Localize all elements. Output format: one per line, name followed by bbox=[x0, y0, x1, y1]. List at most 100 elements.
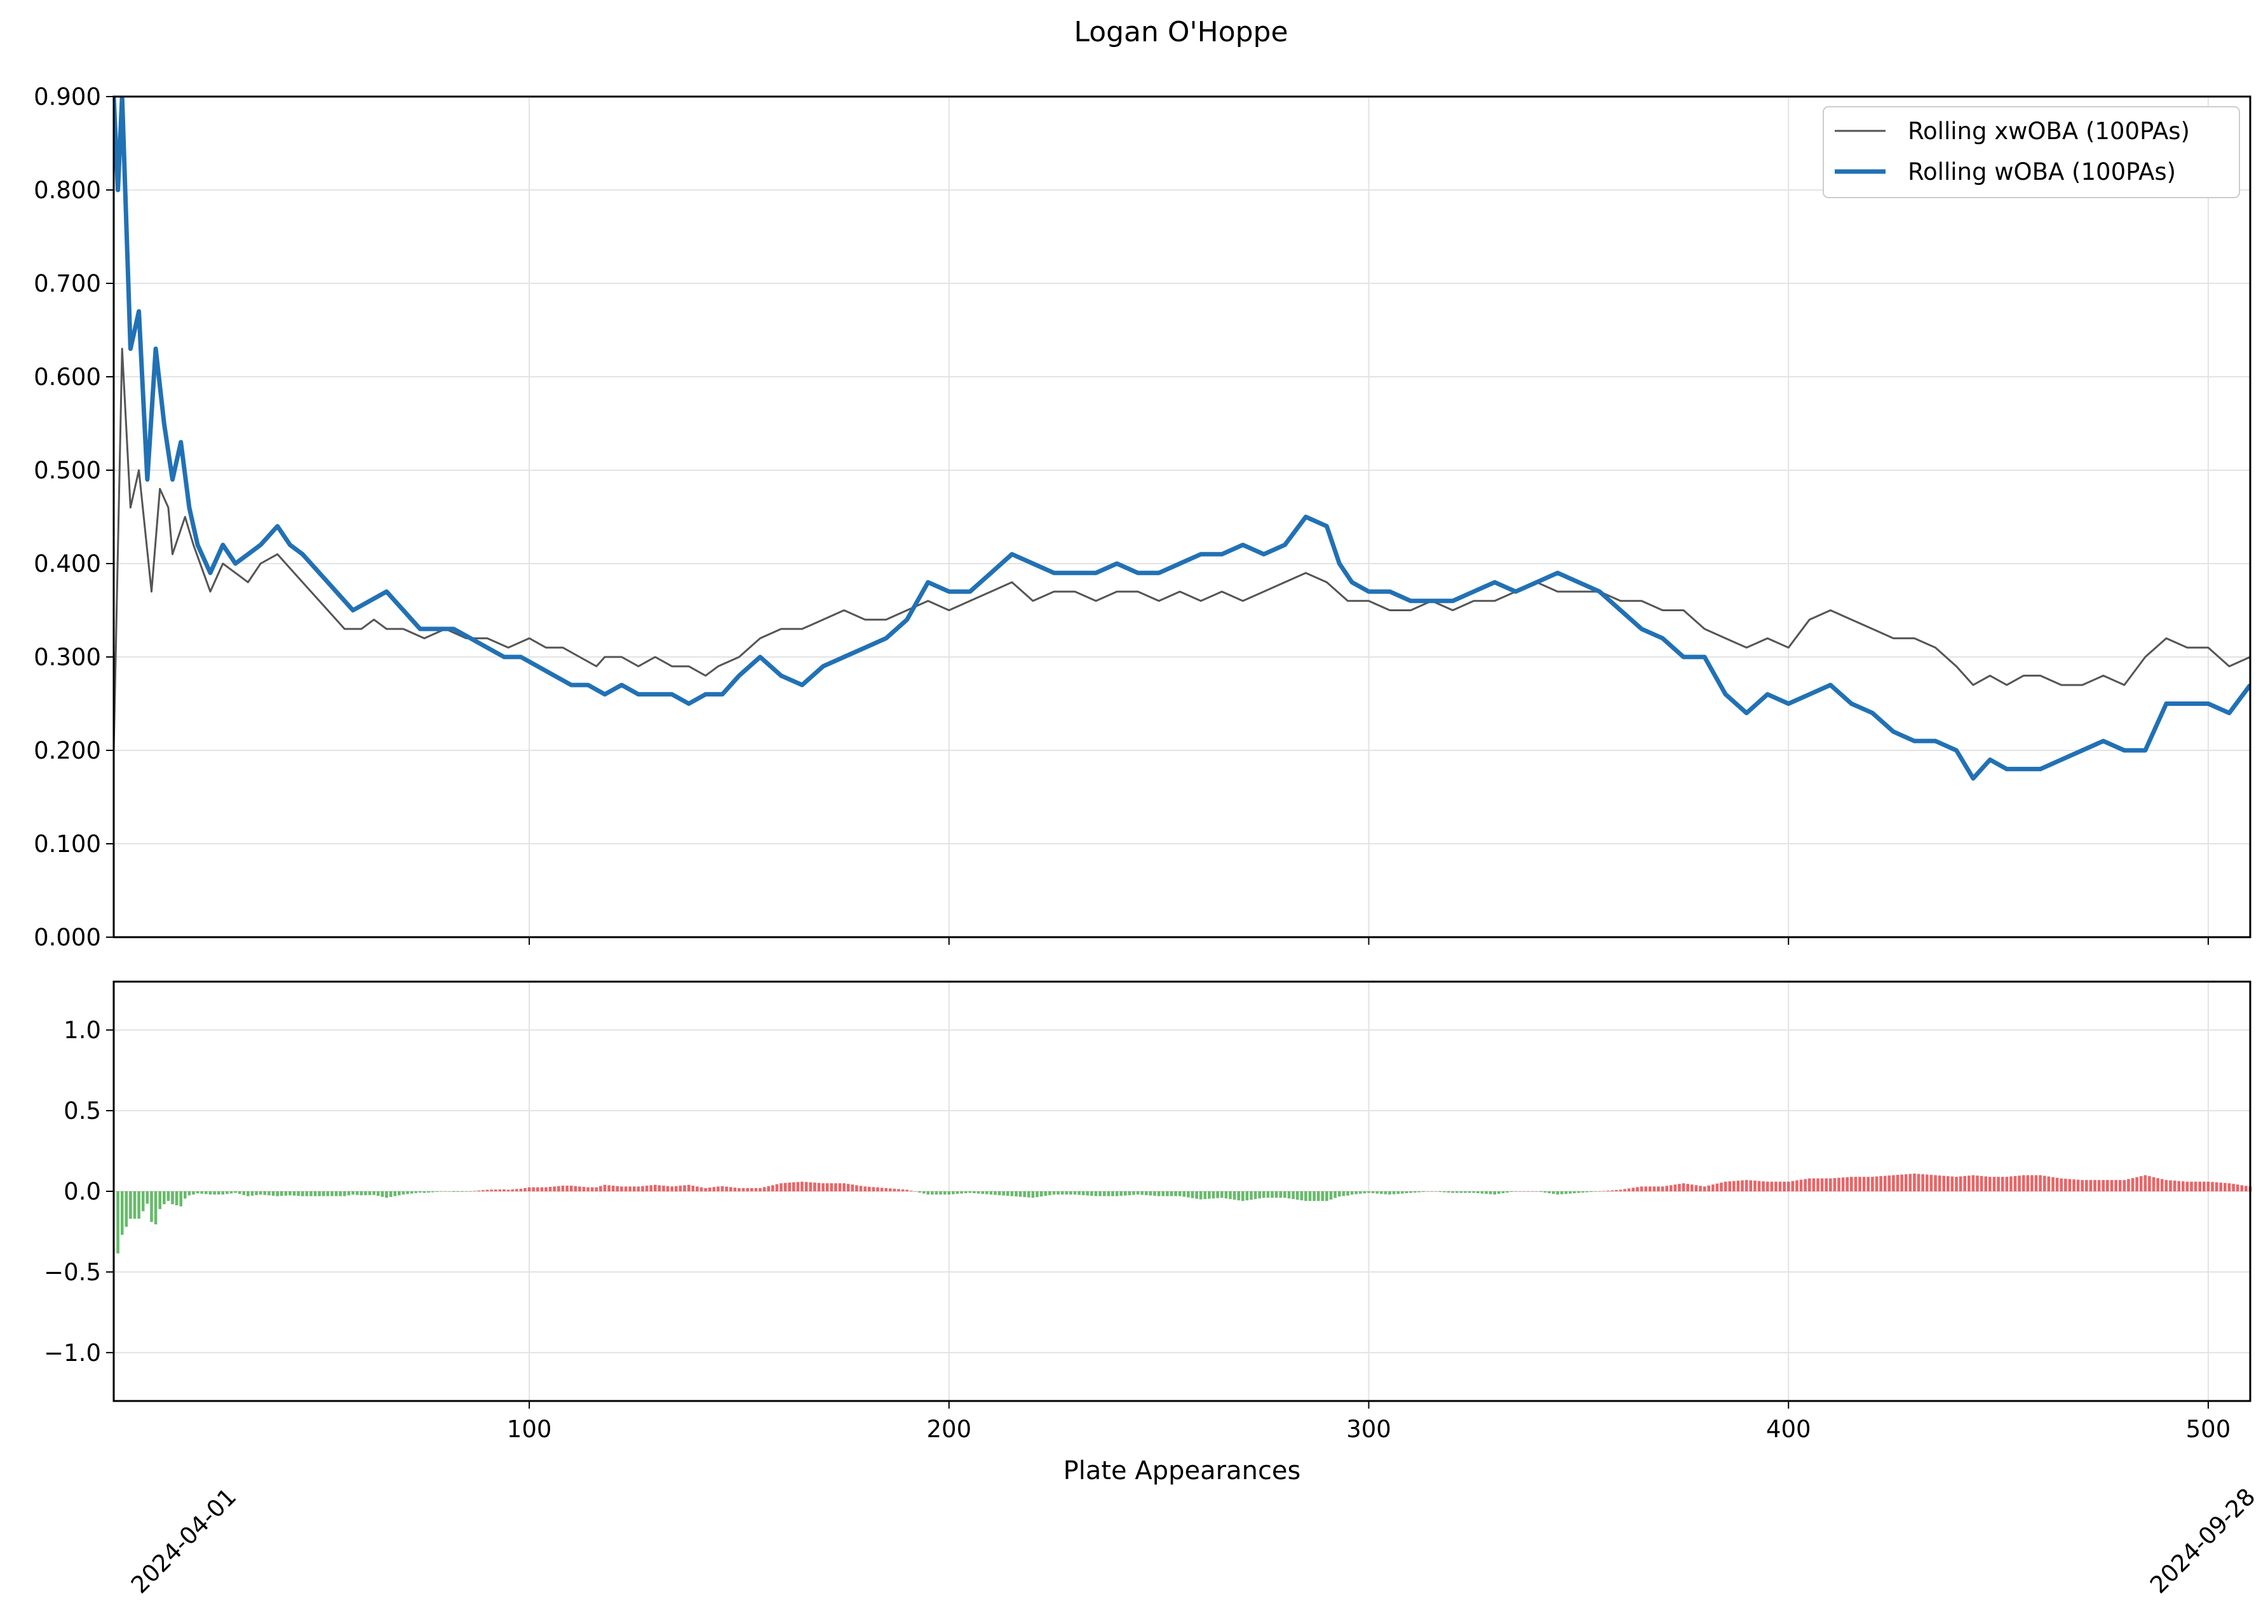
bottom-y-axis: −1.0 −0.5 0.0 0.5 1.0 bbox=[44, 1017, 114, 1367]
difference-bar bbox=[1703, 1186, 1706, 1191]
difference-bar bbox=[1715, 1183, 1719, 1191]
difference-bar bbox=[1468, 1191, 1471, 1193]
difference-bar bbox=[1883, 1175, 1887, 1191]
difference-bar bbox=[1984, 1176, 1988, 1191]
difference-bar bbox=[1938, 1175, 1941, 1191]
difference-bar bbox=[154, 1191, 158, 1224]
difference-bar bbox=[305, 1191, 309, 1196]
difference-bar bbox=[851, 1184, 854, 1191]
difference-bar bbox=[427, 1191, 430, 1193]
difference-bar bbox=[2169, 1180, 2172, 1191]
difference-bar bbox=[2047, 1176, 2051, 1191]
difference-bar bbox=[1006, 1191, 1009, 1196]
difference-bar bbox=[889, 1188, 892, 1191]
difference-bar bbox=[1690, 1184, 1694, 1191]
legend-label-woba: Rolling wOBA (100PAs) bbox=[1908, 158, 2176, 186]
difference-bar bbox=[553, 1186, 557, 1191]
difference-bar bbox=[381, 1191, 384, 1197]
difference-bar bbox=[628, 1186, 632, 1191]
difference-bar bbox=[2182, 1181, 2185, 1191]
difference-bar bbox=[2198, 1181, 2202, 1191]
difference-bar bbox=[141, 1191, 145, 1212]
difference-bar bbox=[2060, 1178, 2063, 1191]
difference-bar bbox=[649, 1185, 653, 1191]
top-y-tick-label: 0.800 bbox=[34, 177, 101, 204]
difference-bar bbox=[376, 1191, 380, 1196]
difference-bar bbox=[1947, 1176, 1950, 1191]
difference-bar bbox=[1837, 1177, 1840, 1191]
difference-bar bbox=[1829, 1178, 1832, 1191]
difference-bar bbox=[2194, 1181, 2197, 1191]
difference-bar bbox=[2185, 1181, 2189, 1191]
difference-bar bbox=[2203, 1181, 2206, 1191]
difference-bar bbox=[1535, 1191, 1539, 1192]
difference-bar bbox=[2005, 1177, 2009, 1191]
difference-bar bbox=[1968, 1175, 1971, 1192]
difference-bar bbox=[1942, 1175, 1946, 1191]
difference-bar bbox=[1636, 1187, 1639, 1191]
difference-bar bbox=[1036, 1191, 1039, 1198]
difference-bar bbox=[385, 1191, 388, 1198]
difference-bar bbox=[1720, 1182, 1723, 1191]
difference-bar bbox=[1564, 1191, 1568, 1194]
difference-bar bbox=[1396, 1191, 1400, 1194]
difference-bar bbox=[1669, 1185, 1673, 1191]
chart-title: Logan O'Hoppe bbox=[1074, 16, 1288, 48]
difference-bar bbox=[1447, 1191, 1450, 1193]
difference-bar bbox=[976, 1191, 980, 1194]
difference-bar bbox=[1031, 1191, 1035, 1198]
difference-bar bbox=[271, 1191, 275, 1196]
difference-bar bbox=[1778, 1181, 1782, 1191]
difference-bar bbox=[2173, 1181, 2177, 1191]
difference-bar bbox=[1300, 1191, 1304, 1201]
difference-bar bbox=[775, 1184, 779, 1191]
difference-bar bbox=[1208, 1191, 1211, 1199]
difference-bar bbox=[1841, 1177, 1845, 1191]
bottom-x-tick-label: 500 bbox=[2186, 1416, 2231, 1443]
difference-bar bbox=[452, 1191, 456, 1192]
difference-bar bbox=[1220, 1191, 1224, 1198]
difference-bar bbox=[1455, 1191, 1459, 1193]
difference-bar bbox=[519, 1188, 523, 1191]
difference-bar bbox=[2076, 1179, 2080, 1191]
difference-bar bbox=[968, 1191, 972, 1193]
difference-bar bbox=[1749, 1180, 1753, 1191]
difference-bar bbox=[229, 1191, 233, 1194]
difference-bar bbox=[2211, 1182, 2214, 1191]
difference-bar bbox=[1443, 1191, 1446, 1193]
difference-bar bbox=[821, 1183, 825, 1191]
difference-bar bbox=[1627, 1188, 1631, 1191]
difference-bar bbox=[1724, 1181, 1727, 1191]
difference-bar bbox=[855, 1185, 858, 1191]
difference-bar bbox=[1694, 1185, 1698, 1191]
difference-bar bbox=[1295, 1191, 1299, 1200]
difference-bar bbox=[1002, 1191, 1006, 1196]
difference-bar bbox=[511, 1189, 515, 1191]
difference-bar bbox=[1786, 1181, 1790, 1191]
difference-bar bbox=[1119, 1191, 1123, 1196]
difference-bar bbox=[1795, 1180, 1799, 1191]
difference-bar bbox=[1438, 1191, 1442, 1192]
difference-bar bbox=[1854, 1177, 1858, 1191]
difference-bar bbox=[729, 1187, 732, 1191]
difference-bar bbox=[389, 1191, 393, 1197]
difference-bar bbox=[1149, 1191, 1152, 1196]
difference-bar bbox=[1459, 1191, 1463, 1193]
difference-bar bbox=[1493, 1191, 1497, 1195]
difference-bar bbox=[129, 1191, 132, 1219]
difference-bar bbox=[947, 1191, 951, 1195]
difference-bar bbox=[120, 1191, 124, 1235]
difference-bar bbox=[1199, 1191, 1203, 1200]
difference-bar bbox=[1871, 1177, 1874, 1191]
difference-bar bbox=[1316, 1191, 1320, 1201]
difference-bar bbox=[1056, 1191, 1060, 1195]
difference-bar bbox=[393, 1191, 397, 1196]
difference-bar bbox=[276, 1191, 280, 1196]
difference-bar bbox=[498, 1189, 502, 1191]
difference-bar bbox=[922, 1191, 926, 1194]
difference-bar bbox=[2148, 1176, 2151, 1191]
difference-bar bbox=[1115, 1191, 1119, 1196]
difference-bar bbox=[1673, 1184, 1677, 1191]
difference-bar bbox=[893, 1188, 896, 1191]
difference-bar bbox=[1963, 1175, 1967, 1191]
